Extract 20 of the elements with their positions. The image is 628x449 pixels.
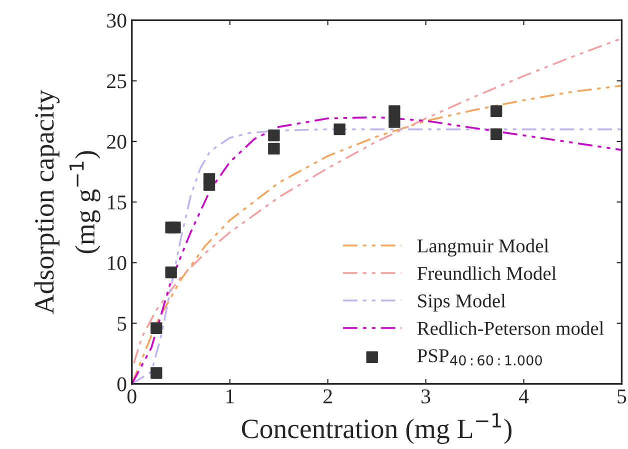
y-tick-label: 30 xyxy=(107,14,126,28)
y-tick-label: 15 xyxy=(108,196,126,210)
y-tick-label: 5 xyxy=(118,316,126,331)
x-tick-label: 1 xyxy=(226,389,234,404)
legend-label: PSP$_{40:60:1.000}$ xyxy=(417,349,542,366)
legend-label: Langmuir Model xyxy=(417,238,549,256)
legend-label: Sips Model xyxy=(418,294,506,312)
legend-label: Redlich-Peterson model xyxy=(417,321,604,335)
x-axis-title: Concentration (mg L$^{−1}$) xyxy=(242,413,512,444)
x-tick-label: 4 xyxy=(518,390,529,404)
y-tick-label: 25 xyxy=(107,74,126,88)
legend-label: Freundlich Model xyxy=(417,266,556,280)
x-tick-label: 2 xyxy=(324,389,332,404)
x-tick-label: 0 xyxy=(127,389,136,404)
y-axis-title: Adsorption capacity (mg g$^{−1}$) xyxy=(34,90,100,314)
y-tick-label: 0 xyxy=(117,377,126,392)
y-tick-label: 20 xyxy=(107,134,126,149)
x-tick-label: 5 xyxy=(618,390,626,404)
x-tick-label: 3 xyxy=(422,389,430,404)
y-tick-label: 10 xyxy=(108,256,126,270)
